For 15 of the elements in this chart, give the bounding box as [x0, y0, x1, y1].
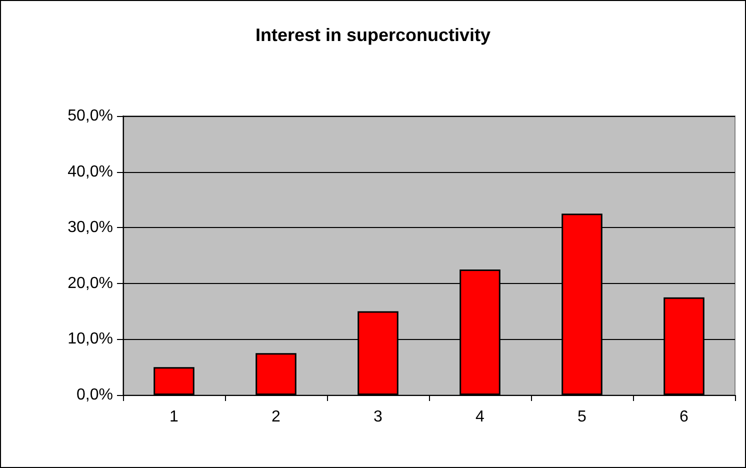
- y-tick-label: 40,0%: [68, 163, 113, 180]
- bar: [256, 353, 296, 395]
- chart-title: Interest in superconuctivity: [255, 25, 491, 45]
- y-tick-label: 20,0%: [68, 274, 113, 292]
- y-tick-label: 0,0%: [76, 386, 113, 404]
- x-tick-label: 1: [170, 408, 179, 426]
- x-tick-label: 2: [272, 408, 281, 426]
- x-tick-label: 5: [578, 408, 587, 426]
- y-tick-label: 30,0%: [68, 219, 113, 236]
- y-tick-label: 10,0%: [68, 330, 113, 348]
- y-tick-label: 50,0%: [68, 108, 113, 124]
- x-tick-label: 4: [476, 408, 485, 426]
- x-tick-label: 3: [374, 408, 383, 426]
- bar: [154, 367, 194, 395]
- x-tick-label: 6: [680, 408, 689, 426]
